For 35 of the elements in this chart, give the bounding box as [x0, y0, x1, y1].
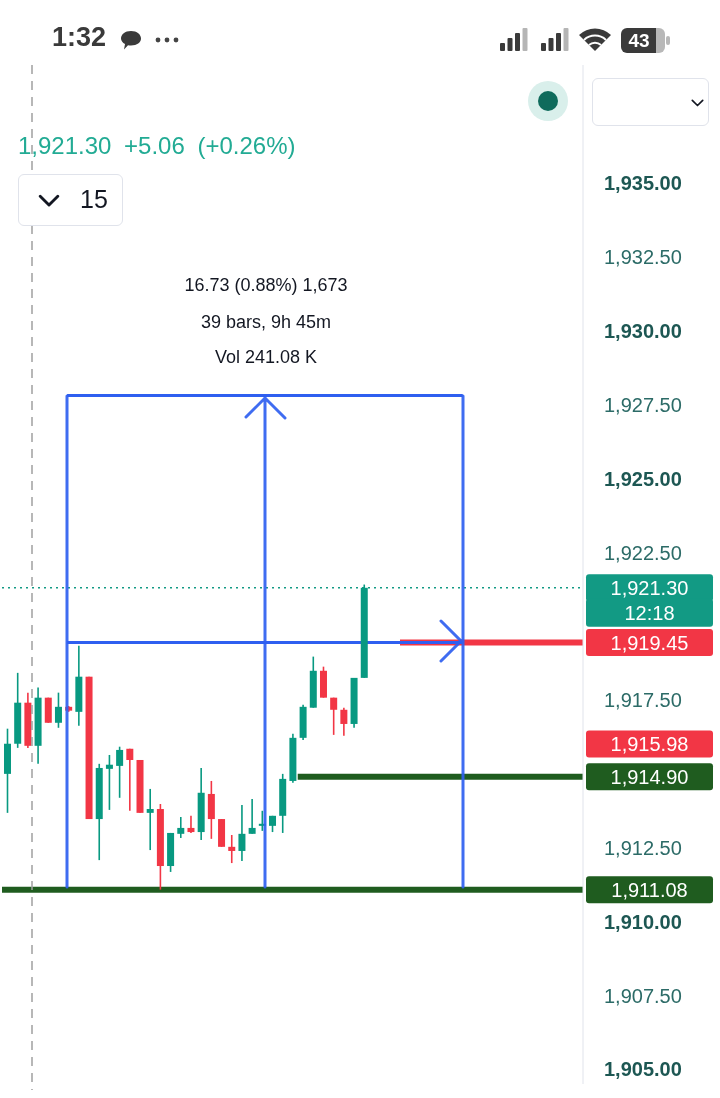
- candlestick: [105, 754, 113, 811]
- text: 1:32: [52, 22, 107, 53]
- candlestick: [177, 816, 185, 839]
- text: 1,915.98: [610, 733, 689, 756]
- y-tick-label: 1,932.50: [604, 246, 682, 269]
- y-tick-label: 1,925.00: [604, 467, 682, 490]
- ref-line-label: 1,919.45: [610, 631, 689, 654]
- candlestick: [187, 815, 195, 834]
- annotation: 16.73 (0.88%) 1,673: [184, 275, 348, 296]
- candlestick: [54, 691, 62, 729]
- y-tick-label: 1,922.50: [604, 541, 682, 564]
- candlestick: [228, 834, 236, 864]
- candlestick: [248, 798, 256, 835]
- candlestick: [116, 745, 124, 799]
- ref-line-label: 1,911.08: [611, 878, 688, 901]
- candlestick: [126, 747, 134, 812]
- text: 12:18: [624, 601, 675, 624]
- annotation: Vol 241.08 K: [214, 347, 318, 368]
- y-tick-label: 1,927.50: [604, 393, 682, 416]
- candlestick: [330, 696, 338, 736]
- y-tick-label: 1,930.00: [604, 320, 682, 343]
- annotation: 39 bars, 9h 45m: [200, 312, 332, 333]
- y-tick-label: 1,912.50: [604, 836, 682, 859]
- ref-line-label: 1,921.30: [610, 576, 689, 599]
- y-tick-label: 1,910.00: [604, 910, 682, 933]
- candlestick: [238, 804, 246, 862]
- y-tick-label: 1,907.50: [604, 984, 682, 1007]
- candlestick: [146, 788, 154, 851]
- text: 1,921.30 +5.06 (+0.26%): [18, 132, 296, 160]
- y-tick-label: 1,905.00: [604, 1058, 682, 1081]
- y-tick-label: 1,917.50: [604, 689, 682, 712]
- y-tick-label: 1,935.00: [604, 172, 682, 195]
- annotation: 15: [80, 185, 108, 214]
- candlestick: [340, 706, 348, 737]
- ref-line-label: 1,914.90: [610, 766, 689, 789]
